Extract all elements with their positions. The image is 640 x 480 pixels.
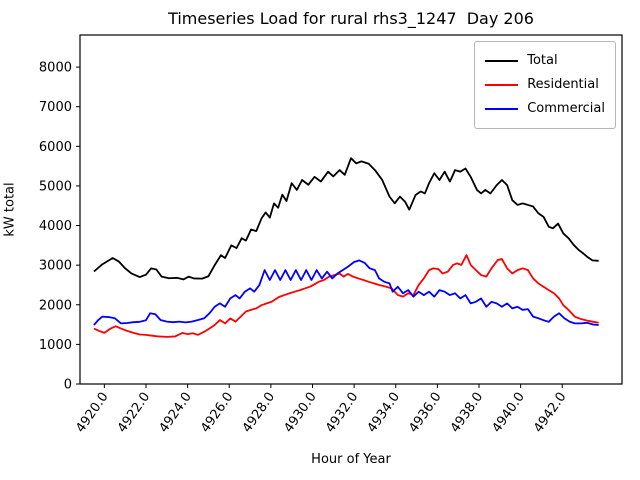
legend-label-commercial: Commercial	[527, 101, 605, 116]
chart-title: Timeseries Load for rural rhs3_1247 Day …	[168, 9, 534, 28]
x-tick-label: 4940.0	[490, 390, 528, 436]
x-tick-label: 4920.0	[73, 390, 111, 436]
y-tick-label: 3000	[39, 259, 72, 274]
y-tick-label: 0	[64, 378, 72, 393]
axes-frame	[79, 34, 623, 385]
x-tick-label: 4928.0	[240, 390, 278, 436]
residential-line-swatch	[485, 84, 519, 86]
total-line-swatch	[485, 60, 519, 62]
y-tick-label: 2000	[39, 298, 72, 313]
legend: Total Residential Commercial	[474, 41, 616, 129]
legend-item-commercial: Commercial	[485, 97, 605, 121]
series-line-residential	[93, 254, 599, 338]
y-tick-label: 5000	[39, 179, 72, 194]
x-tick-label: 4924.0	[157, 390, 195, 436]
y-tick-label: 7000	[39, 100, 72, 115]
x-tick-label: 4932.0	[323, 390, 361, 436]
x-tick-label: 4926.0	[198, 390, 236, 436]
commercial-line-swatch	[485, 108, 519, 110]
y-tick-label: 1000	[39, 338, 72, 353]
legend-item-residential: Residential	[485, 73, 605, 97]
x-tick-label: 4922.0	[115, 390, 153, 436]
series-line-total	[93, 157, 599, 281]
x-tick-label: 4934.0	[365, 390, 403, 436]
legend-label-residential: Residential	[527, 77, 599, 92]
series-line-commercial	[93, 259, 599, 326]
x-tick-label: 4936.0	[406, 390, 444, 436]
y-tick-label: 8000	[39, 61, 72, 76]
x-axis-label: Hour of Year	[311, 452, 391, 467]
y-tick-label: 4000	[39, 219, 72, 234]
legend-item-total: Total	[485, 49, 605, 73]
y-axis-label: kW total	[2, 182, 18, 237]
x-tick-label: 4942.0	[531, 390, 569, 436]
x-tick-label: 4930.0	[281, 390, 319, 436]
x-tick-label: 4938.0	[448, 390, 486, 436]
legend-label-total: Total	[527, 53, 558, 68]
y-tick-label: 6000	[39, 140, 72, 155]
